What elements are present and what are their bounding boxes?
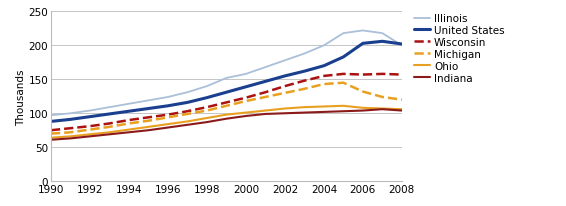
Y-axis label: Thousands: Thousands <box>16 69 25 125</box>
Legend: Illinois, United States, Wisconsin, Michigan, Ohio, Indiana: Illinois, United States, Wisconsin, Mich… <box>414 14 504 83</box>
